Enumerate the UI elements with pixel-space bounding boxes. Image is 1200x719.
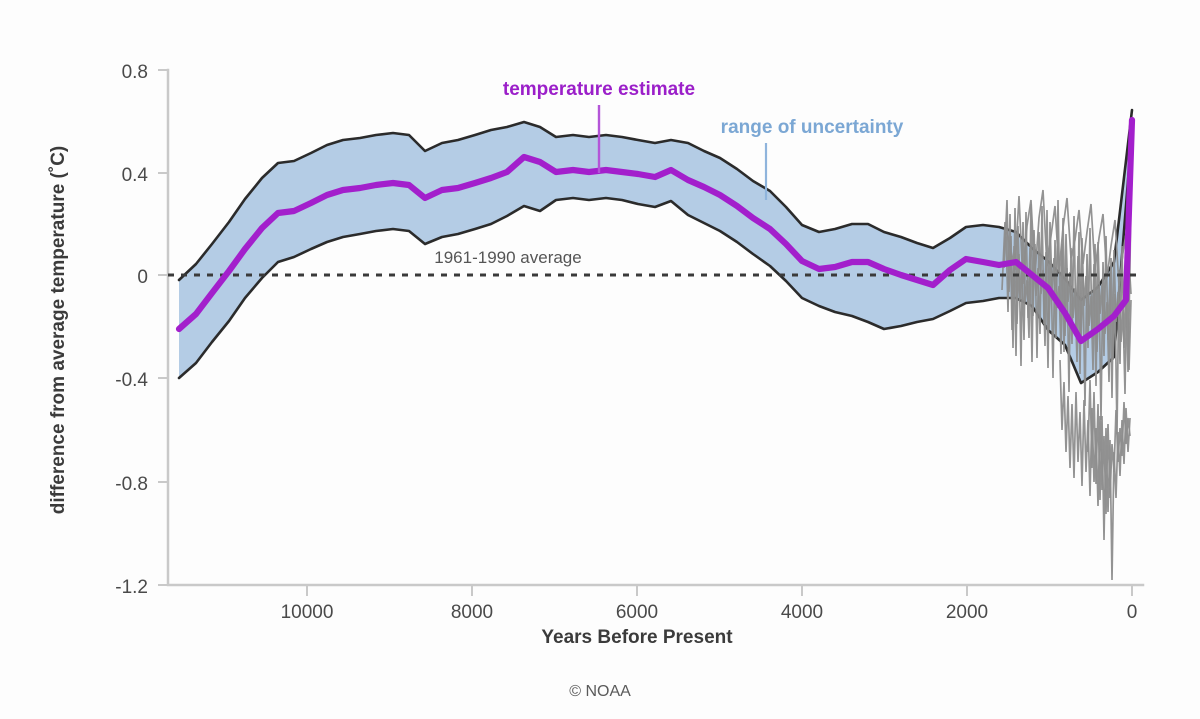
x-tick-label-0: 10000 — [281, 602, 334, 623]
x-tick-label-4: 2000 — [946, 602, 988, 623]
x-tick-label-5: 0 — [1127, 602, 1138, 623]
y-tick-label-1: 0.4 — [122, 165, 149, 186]
temperature-estimate-line — [175, 116, 1136, 345]
plot-data-group — [168, 108, 1143, 581]
x-tick-marks — [306, 585, 1133, 596]
x-tick-label-3: 4000 — [781, 602, 823, 623]
y-axis-title: difference from average temperature (˚C) — [48, 146, 69, 515]
range-of-uncertainty-label: range of uncertainty — [721, 117, 904, 138]
temperature-estimate-label: temperature estimate — [503, 79, 695, 100]
annotations-group: temperature estimate range of uncertaint… — [434, 79, 903, 267]
x-axis-title: Years Before Present — [541, 627, 733, 648]
y-tick-label-0: 0.8 — [122, 62, 148, 83]
axes-group: 0.8 0.4 0 -0.4 -0.8 -1.2 10000 8000 6000… — [48, 62, 1145, 648]
x-tick-label-1: 8000 — [451, 602, 493, 623]
y-tick-label-5: -1.2 — [115, 577, 148, 598]
uncertainty-band-fill — [179, 110, 1132, 383]
y-tick-label-4: -0.8 — [115, 474, 148, 495]
y-tick-marks — [158, 69, 168, 586]
y-tick-label-2: 0 — [137, 267, 148, 288]
uncertainty-lower-edge — [177, 128, 1134, 385]
baseline-average-label: 1961-1990 average — [434, 248, 581, 267]
uncertainty-upper-edge — [177, 108, 1134, 302]
y-tick-label-3: -0.4 — [115, 370, 148, 391]
credit-label: © NOAA — [569, 683, 631, 700]
x-tick-label-2: 6000 — [616, 602, 658, 623]
